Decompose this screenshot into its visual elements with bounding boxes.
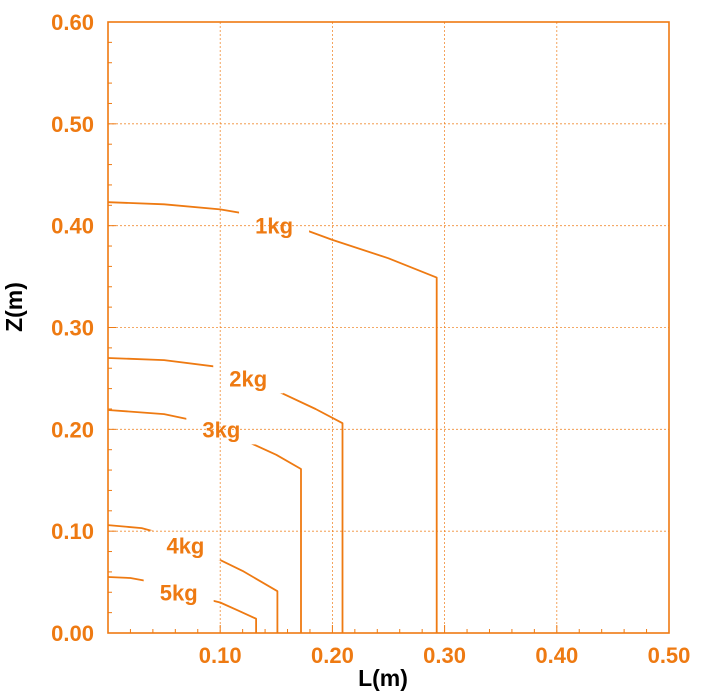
x-axis-label: L(m) [358,665,408,691]
y-tick-label: 0.50 [51,112,94,137]
series-group: 1kg 2kg 3kg 4kg 5kg [107,201,438,633]
x-tick-label: 0.50 [648,643,691,668]
tick-labels: 0.10 0.20 0.30 0.40 0.50 0.00 0.10 0.20 0.30 0.40… [51,10,690,668]
y-tick-label: 0.40 [51,214,94,239]
series-line-3kg [107,409,302,633]
series-3kg: 3kg [107,409,302,633]
plot-border [107,21,670,634]
series-line-2kg [107,357,344,633]
contour-label-5kg: 5kg [160,580,198,605]
x-tick-label: 0.20 [311,643,354,668]
series-1kg: 1kg [107,201,438,633]
y-tick-label: 0.00 [51,621,94,646]
series-2kg: 2kg [107,357,344,633]
y-tick-label: 0.10 [51,519,94,544]
contour-label-1kg: 1kg [255,214,293,239]
contour-label-2kg: 2kg [229,366,267,391]
plot-frame [107,21,670,634]
y-axis-label: Z(m) [1,282,27,332]
grid [108,22,669,633]
contour-label-4kg: 4kg [166,533,204,558]
series-line-1kg [107,201,438,633]
series-4kg: 4kg [107,524,279,633]
y-tick-label: 0.60 [51,10,94,35]
x-tick-label: 0.10 [199,643,242,668]
x-tick-label: 0.40 [535,643,578,668]
contour-label-3kg: 3kg [202,417,240,442]
series-5kg: 5kg [107,576,257,633]
x-tick-label: 0.30 [423,643,466,668]
y-tick-label: 0.30 [51,316,94,341]
y-tick-label: 0.20 [51,417,94,442]
